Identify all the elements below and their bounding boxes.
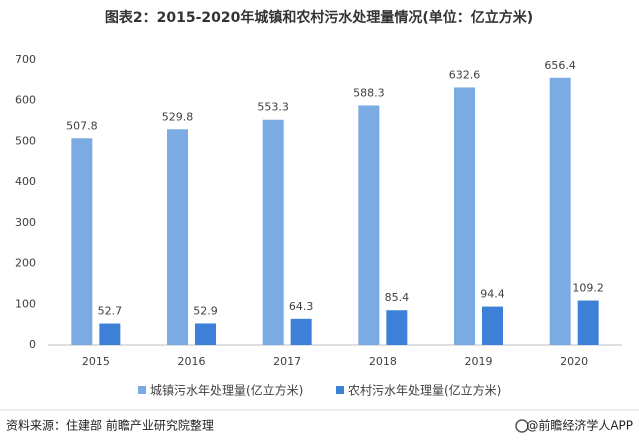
bar <box>577 300 599 345</box>
bar <box>167 129 188 345</box>
bar <box>454 87 475 345</box>
y-tick-label: 700 <box>15 53 36 66</box>
data-label: 85.4 <box>385 291 410 304</box>
x-tick-label: 2016 <box>178 355 206 368</box>
bar <box>71 138 93 345</box>
data-label: 109.2 <box>572 282 604 295</box>
bar <box>482 306 503 345</box>
legend-swatch <box>138 386 146 394</box>
data-label: 553.3 <box>257 101 289 114</box>
data-label: 656.4 <box>544 59 576 72</box>
data-label: 529.8 <box>162 110 194 123</box>
brand-icon <box>515 419 529 433</box>
bar <box>262 119 284 345</box>
y-tick-label: 600 <box>15 94 36 107</box>
bar <box>99 323 121 345</box>
data-label: 94.4 <box>480 288 505 301</box>
data-label: 52.9 <box>193 304 218 317</box>
x-tick-label: 2019 <box>465 355 493 368</box>
y-tick-label: 200 <box>15 257 36 270</box>
data-label: 507.8 <box>66 119 98 132</box>
legend-label: 农村污水年处理量(亿立方米) <box>348 383 501 398</box>
y-tick-label: 100 <box>15 297 36 310</box>
y-tick-label: 0 <box>29 338 36 351</box>
bar <box>195 323 216 345</box>
y-tick-label: 500 <box>15 134 36 147</box>
data-label: 632.6 <box>449 68 481 81</box>
bar <box>549 77 571 345</box>
y-tick-label: 400 <box>15 175 36 188</box>
chart-title: 图表2：2015-2020年城镇和农村污水处理量情况(单位：亿立方米) <box>105 9 533 26</box>
brand: @前瞻经济学人APP <box>526 418 633 433</box>
data-label: 64.3 <box>289 300 314 313</box>
source: 资料来源：住建部 前瞻产业研究院整理 <box>6 418 214 433</box>
data-label: 588.3 <box>353 86 385 99</box>
x-tick-label: 2020 <box>560 355 588 368</box>
legend-label: 城镇污水年处理量(亿立方米) <box>150 383 303 398</box>
bar <box>358 105 380 345</box>
x-tick-label: 2017 <box>273 355 301 368</box>
x-tick-label: 2018 <box>369 355 397 368</box>
bar <box>290 318 312 345</box>
data-label: 52.7 <box>98 305 123 318</box>
x-tick-label: 2015 <box>82 355 110 368</box>
y-tick-label: 300 <box>15 216 36 229</box>
bar <box>386 310 408 345</box>
legend-swatch <box>336 386 344 394</box>
